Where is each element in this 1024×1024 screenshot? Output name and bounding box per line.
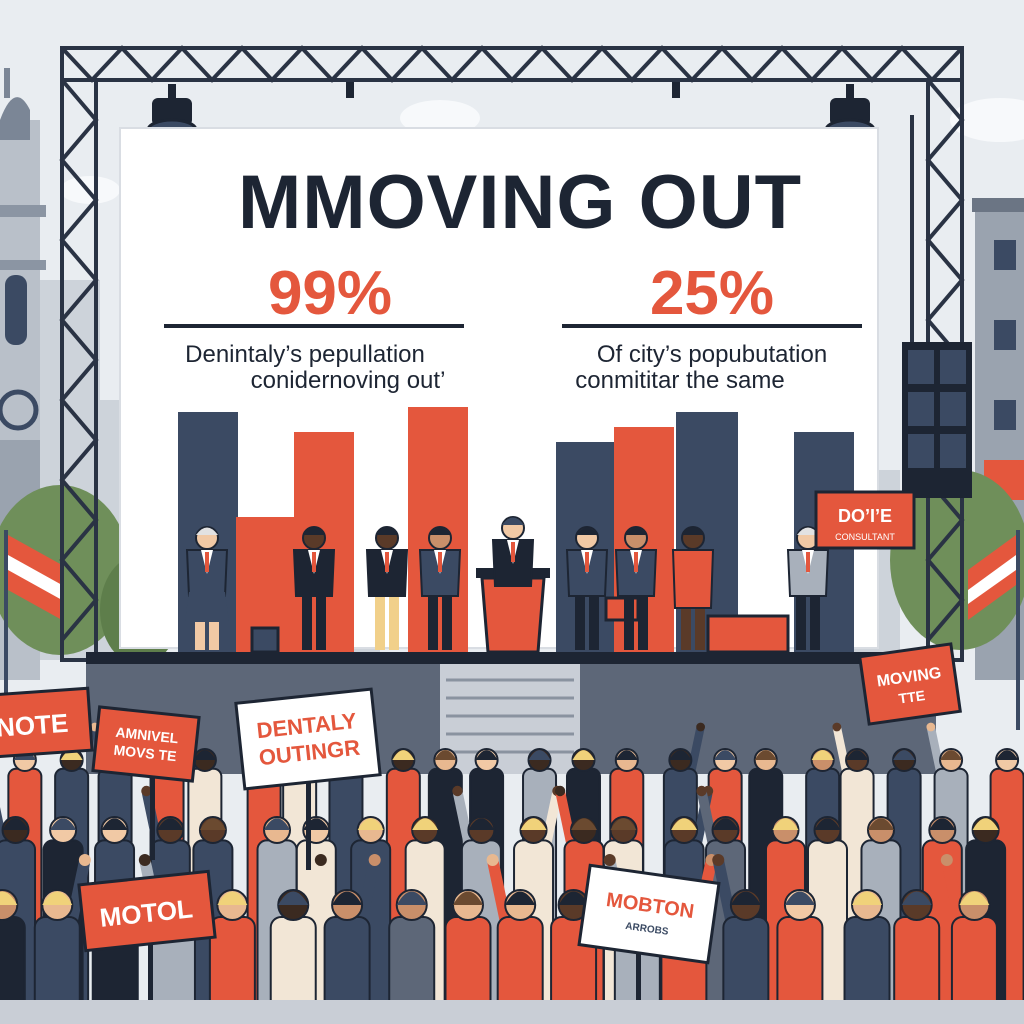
left-flag: [4, 530, 62, 730]
left-stat-line2: conidernoving out’: [251, 367, 446, 394]
protest-sign: NOTE: [0, 686, 94, 760]
ground: [0, 1000, 1024, 1024]
crowd-person: [940, 854, 998, 1024]
crowd-person: [323, 854, 381, 1024]
crowd-person: [712, 854, 770, 1024]
crowd-person: [486, 854, 544, 1024]
crowd-person: [843, 889, 891, 1024]
crowd-person: [388, 889, 436, 1024]
stage-official: [365, 526, 409, 650]
right-stat-divider: [562, 324, 862, 328]
stage-stairs: [440, 664, 580, 774]
protest-sign-text: MOVS TE: [113, 742, 177, 764]
right-stat-line2: conmititar the same: [575, 367, 784, 394]
stage-official: [786, 526, 830, 650]
protest-sign: MOVING TTE: [858, 642, 962, 726]
left-stat-divider: [164, 324, 464, 328]
crowd-person: [444, 889, 492, 1024]
billboard-headline: MMOVING OUT: [238, 160, 802, 245]
crowd-person: [776, 889, 824, 1024]
speaker-stack: [902, 115, 972, 498]
protest-sign-text: AMNIVEL: [115, 724, 180, 747]
protest-sign-text: TTE: [898, 687, 926, 707]
right-stat-percent: 25%: [650, 259, 774, 328]
stage-official: [565, 526, 609, 650]
right-flag: [968, 530, 1020, 730]
crowd-person: [893, 889, 941, 1024]
crowd-person: [269, 854, 327, 1024]
stage: [86, 652, 936, 774]
stage-officials: [185, 516, 830, 650]
protest-sign: AMNIVEL MOVS TE: [91, 705, 201, 860]
protest-sign: DENTALY OUTINGR: [234, 687, 382, 870]
stage-official: [185, 526, 229, 650]
small-light-icon: [346, 82, 680, 98]
crowd-person: [0, 889, 26, 1024]
protest-sign: MOBTON ARROBS: [577, 863, 721, 1010]
stage-sign: DO’I’E CONSULTANT: [814, 490, 916, 550]
stage-sign-line1: DO’I’E: [838, 506, 892, 526]
right-stat-line1: Of city’s popubutation: [597, 341, 827, 368]
crowd-person: [208, 889, 256, 1024]
crowd-person: [33, 854, 91, 1024]
stage-sign-line2: CONSULTANT: [835, 532, 895, 542]
left-stat-line1: Denintaly’s pepullation: [185, 341, 425, 368]
protest-sign: MOTOL: [77, 869, 217, 1010]
briefcase-icon: [250, 596, 790, 654]
stage-official: [292, 526, 336, 650]
protest-sign-text: NOTE: [0, 708, 69, 743]
stage-official: [418, 526, 462, 650]
stage-official: [491, 516, 535, 587]
left-stat-percent: 99%: [268, 259, 392, 328]
stage-official: [614, 526, 658, 650]
stage-official: [671, 526, 715, 650]
